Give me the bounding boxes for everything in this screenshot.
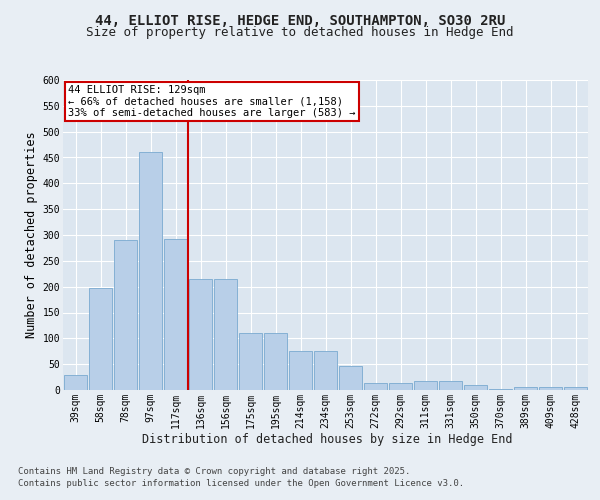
Bar	[564, 388, 587, 390]
Bar	[114, 240, 137, 390]
Bar	[289, 351, 312, 390]
Bar	[139, 152, 162, 390]
Bar	[539, 388, 562, 390]
Bar	[464, 386, 487, 390]
Bar	[364, 384, 387, 390]
Bar	[64, 374, 87, 390]
Y-axis label: Number of detached properties: Number of detached properties	[25, 132, 38, 338]
Bar	[264, 333, 287, 390]
Text: Distribution of detached houses by size in Hedge End: Distribution of detached houses by size …	[142, 432, 512, 446]
Bar	[514, 388, 537, 390]
Bar	[214, 279, 237, 390]
Bar	[239, 333, 262, 390]
Bar	[389, 384, 412, 390]
Text: 44, ELLIOT RISE, HEDGE END, SOUTHAMPTON, SO30 2RU: 44, ELLIOT RISE, HEDGE END, SOUTHAMPTON,…	[95, 14, 505, 28]
Bar	[339, 366, 362, 390]
Bar	[89, 288, 112, 390]
Bar	[314, 351, 337, 390]
Bar	[189, 279, 212, 390]
Bar	[164, 238, 187, 390]
Text: Contains HM Land Registry data © Crown copyright and database right 2025.: Contains HM Land Registry data © Crown c…	[18, 468, 410, 476]
Text: 44 ELLIOT RISE: 129sqm
← 66% of detached houses are smaller (1,158)
33% of semi-: 44 ELLIOT RISE: 129sqm ← 66% of detached…	[68, 84, 356, 118]
Bar	[439, 381, 462, 390]
Text: Size of property relative to detached houses in Hedge End: Size of property relative to detached ho…	[86, 26, 514, 39]
Bar	[414, 381, 437, 390]
Text: Contains public sector information licensed under the Open Government Licence v3: Contains public sector information licen…	[18, 479, 464, 488]
Bar	[489, 389, 512, 390]
